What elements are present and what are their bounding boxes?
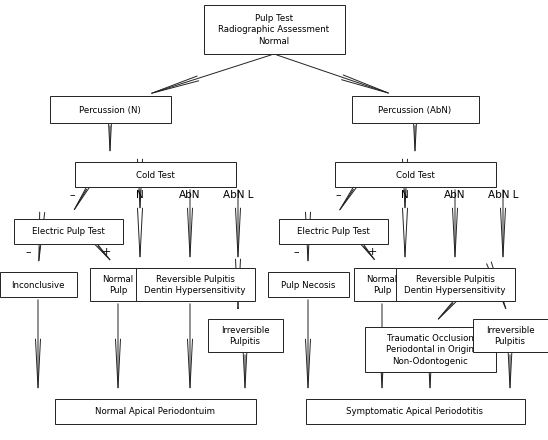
FancyBboxPatch shape xyxy=(353,268,410,301)
FancyBboxPatch shape xyxy=(135,268,254,301)
FancyBboxPatch shape xyxy=(54,400,255,425)
Text: N: N xyxy=(136,190,144,200)
Text: Reversible Pulpitis
Dentin Hypersensitivity: Reversible Pulpitis Dentin Hypersensitiv… xyxy=(144,275,246,295)
Text: AbN L: AbN L xyxy=(488,190,518,200)
Text: Electric Pulp Test: Electric Pulp Test xyxy=(32,227,105,236)
Text: –: – xyxy=(335,190,341,200)
FancyBboxPatch shape xyxy=(203,5,345,55)
Text: Pulp Test
Radiographic Assessment
Normal: Pulp Test Radiographic Assessment Normal xyxy=(219,15,329,46)
FancyBboxPatch shape xyxy=(364,327,495,373)
FancyBboxPatch shape xyxy=(278,220,387,245)
Text: Percussion (N): Percussion (N) xyxy=(79,106,141,114)
FancyBboxPatch shape xyxy=(208,319,283,352)
FancyBboxPatch shape xyxy=(305,400,524,425)
Text: –: – xyxy=(25,247,31,257)
Text: Cold Test: Cold Test xyxy=(135,170,174,180)
Text: Irreversible
Pulpitis: Irreversible Pulpitis xyxy=(221,326,269,346)
Text: Traumatic Occlusion
Periodontal in Origin
Non-Odontogenic: Traumatic Occlusion Periodontal in Origi… xyxy=(386,334,474,366)
Text: –: – xyxy=(69,190,75,200)
Text: Electric Pulp Test: Electric Pulp Test xyxy=(296,227,369,236)
Text: Inconclusive: Inconclusive xyxy=(12,281,65,290)
FancyBboxPatch shape xyxy=(396,268,515,301)
Text: +: + xyxy=(101,247,111,257)
Text: Normal
Pulp: Normal Pulp xyxy=(102,275,134,295)
Text: AbN L: AbN L xyxy=(222,190,253,200)
Text: +: + xyxy=(367,247,376,257)
Text: Normal
Pulp: Normal Pulp xyxy=(367,275,397,295)
FancyBboxPatch shape xyxy=(89,268,146,301)
Text: Symptomatic Apical Periodotitis: Symptomatic Apical Periodotitis xyxy=(346,407,483,417)
Text: Percussion (AbN): Percussion (AbN) xyxy=(379,106,452,114)
Text: Reversible Pulpitis
Dentin Hypersensitivity: Reversible Pulpitis Dentin Hypersensitiv… xyxy=(404,275,506,295)
Text: AbN: AbN xyxy=(179,190,201,200)
FancyBboxPatch shape xyxy=(351,96,478,124)
FancyBboxPatch shape xyxy=(334,162,495,187)
FancyBboxPatch shape xyxy=(14,220,123,245)
Text: Normal Apical Periodontuim: Normal Apical Periodontuim xyxy=(95,407,215,417)
Text: N: N xyxy=(401,190,409,200)
Text: Irreversible
Pulpitis: Irreversible Pulpitis xyxy=(486,326,534,346)
Text: Cold Test: Cold Test xyxy=(396,170,435,180)
Text: Pulp Necosis: Pulp Necosis xyxy=(281,281,335,290)
FancyBboxPatch shape xyxy=(267,272,349,297)
FancyBboxPatch shape xyxy=(49,96,170,124)
FancyBboxPatch shape xyxy=(472,319,547,352)
FancyBboxPatch shape xyxy=(75,162,236,187)
Text: AbN: AbN xyxy=(444,190,466,200)
Text: –: – xyxy=(293,247,299,257)
FancyBboxPatch shape xyxy=(0,272,77,297)
